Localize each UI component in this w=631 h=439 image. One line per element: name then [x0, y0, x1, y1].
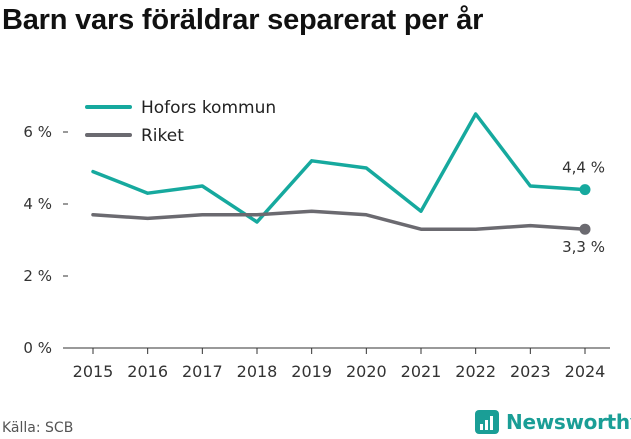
x-tick-label: 2021: [401, 362, 442, 381]
series-line-riket: [91, 209, 587, 231]
x-tick-label: 2023: [510, 362, 551, 381]
newsworthy-logo-icon: [475, 410, 499, 434]
brand-name: Newsworthy: [506, 410, 631, 434]
end-value-label: 4,4 %: [562, 159, 605, 177]
x-tick-label: 2018: [237, 362, 278, 381]
series-line-hofors: [91, 112, 587, 224]
legend-label: Riket: [141, 126, 184, 146]
y-tick-label: 2 %: [23, 267, 52, 285]
x-tick-label: 2020: [346, 362, 387, 381]
data-point: [579, 184, 591, 196]
y-tick-label: 6 %: [23, 123, 52, 141]
brand-logo[interactable]: Newsworthy: [474, 407, 631, 437]
end-value-label: 3,3 %: [562, 238, 605, 256]
y-tick-label: 0 %: [23, 339, 52, 357]
chart-title: Barn vars föräldrar separerat per år: [2, 4, 484, 36]
x-tick-label: 2017: [182, 362, 223, 381]
x-tick-label: 2016: [127, 362, 168, 381]
source-note: Källa: SCB: [2, 420, 74, 436]
x-tick-label: 2024: [565, 362, 606, 381]
legend-box: [80, 92, 295, 148]
x-tick-label: 2019: [291, 362, 332, 381]
x-tick-label: 2022: [455, 362, 496, 381]
y-tick-label: 4 %: [23, 195, 52, 213]
x-tick-label: 2015: [73, 362, 114, 381]
data-point: [579, 223, 591, 235]
legend-label: Hofors kommun: [141, 98, 276, 118]
